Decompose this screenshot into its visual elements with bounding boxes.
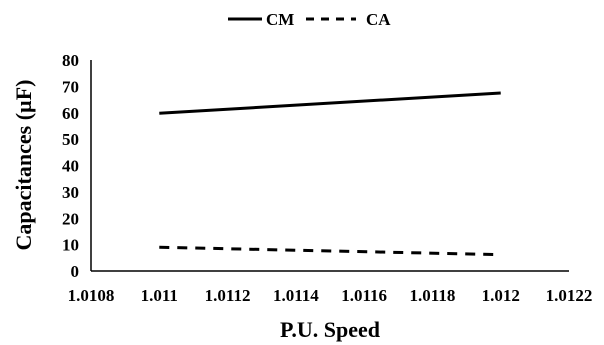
y-axis-title: Capacitances (µF) xyxy=(11,80,36,251)
series-line-cm xyxy=(159,91,501,115)
x-tick-label: 1.012 xyxy=(482,286,520,305)
series-line-ca xyxy=(159,245,501,257)
legend: CM CA xyxy=(228,10,391,29)
y-tick-label: 10 xyxy=(62,236,79,255)
x-tick-label: 1.0122 xyxy=(546,286,593,305)
x-tick-label: 1.0118 xyxy=(410,286,456,305)
legend-label-ca: CA xyxy=(366,10,391,29)
y-tick-label: 60 xyxy=(62,104,79,123)
x-tick-labels: 1.0108 1.011 1.0112 1.0114 1.0116 1.0118 1.012… xyxy=(68,286,593,305)
y-tick-label: 80 xyxy=(62,51,79,70)
y-tick-labels: 0 10 20 30 40 50 60 70 80 xyxy=(62,51,79,281)
y-tick-label: 30 xyxy=(62,183,79,202)
legend-label-cm: CM xyxy=(266,10,294,29)
y-tick-label: 20 xyxy=(62,209,79,228)
y-tick-label: 50 xyxy=(62,130,79,149)
series-layer xyxy=(159,91,501,257)
x-tick-label: 1.0108 xyxy=(68,286,115,305)
x-tick-label: 1.0116 xyxy=(341,286,387,305)
x-tick-label: 1.0112 xyxy=(205,286,251,305)
x-axis-title: P.U. Speed xyxy=(280,317,380,342)
y-tick-label: 0 xyxy=(71,262,80,281)
y-tick-label: 40 xyxy=(62,157,79,176)
x-tick-label: 1.0114 xyxy=(273,286,319,305)
axes xyxy=(90,60,569,272)
x-tick-label: 1.011 xyxy=(141,286,178,305)
y-tick-label: 70 xyxy=(62,77,79,96)
